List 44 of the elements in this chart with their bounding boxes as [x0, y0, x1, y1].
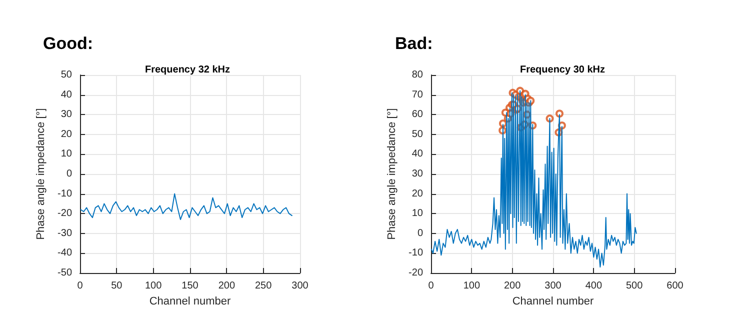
y-tick-label: 30	[60, 109, 72, 120]
x-tick-label: 0	[77, 280, 84, 292]
y-tick-label: 50	[412, 128, 424, 140]
x-axis-title: Channel number	[512, 295, 594, 308]
y-axis-title: Phase angle impedance [°]	[35, 108, 48, 240]
y-tick-label: 60	[412, 109, 424, 120]
y-tick-label: -30	[58, 228, 72, 239]
y-tick-label: 50	[60, 70, 72, 80]
y-tick-label: 20	[412, 188, 424, 200]
chart-subtitle: Frequency 30 kHz	[520, 64, 606, 76]
chart-title: Bad:	[395, 34, 433, 53]
y-tick-label: 10	[60, 148, 72, 160]
y-tick-label: -50	[58, 268, 72, 278]
x-tick-label: 200	[504, 280, 522, 292]
y-tick-label: 0	[417, 228, 424, 239]
x-axis-title: Channel number	[149, 295, 231, 308]
chart-subtitle: Frequency 32 kHz	[144, 64, 230, 76]
chart-title: Good:	[43, 34, 94, 53]
y-tick-label: 0	[66, 168, 72, 180]
x-tick-label: 200	[218, 280, 236, 292]
y-axis-title: Phase angle impedance [°]	[386, 108, 398, 240]
x-tick-label: 300	[544, 280, 562, 292]
x-tick-label: 400	[585, 280, 602, 292]
x-tick-label: 300	[292, 280, 309, 292]
x-tick-label: 0	[428, 280, 434, 292]
y-tick-label: 30	[412, 168, 424, 180]
y-tick-label: 40	[60, 89, 72, 100]
y-tick-label: -10	[408, 248, 424, 259]
x-tick-label: 100	[144, 280, 162, 292]
y-tick-label: 80	[412, 70, 424, 80]
x-tick-label: 100	[463, 280, 480, 292]
x-tick-label: 150	[182, 280, 199, 292]
y-tick-label: 20	[60, 128, 72, 140]
y-tick-label: -20	[58, 208, 72, 220]
y-tick-label: 70	[412, 89, 424, 100]
x-tick-label: 500	[626, 280, 644, 292]
y-tick-label: -20	[408, 268, 424, 278]
y-tick-label: -40	[58, 248, 72, 259]
y-tick-label: 40	[412, 148, 424, 160]
x-tick-label: 600	[666, 280, 684, 292]
y-tick-label: 10	[412, 208, 424, 220]
y-tick-label: -10	[58, 188, 72, 200]
x-tick-label: 50	[111, 280, 123, 292]
x-tick-label: 250	[254, 280, 272, 292]
